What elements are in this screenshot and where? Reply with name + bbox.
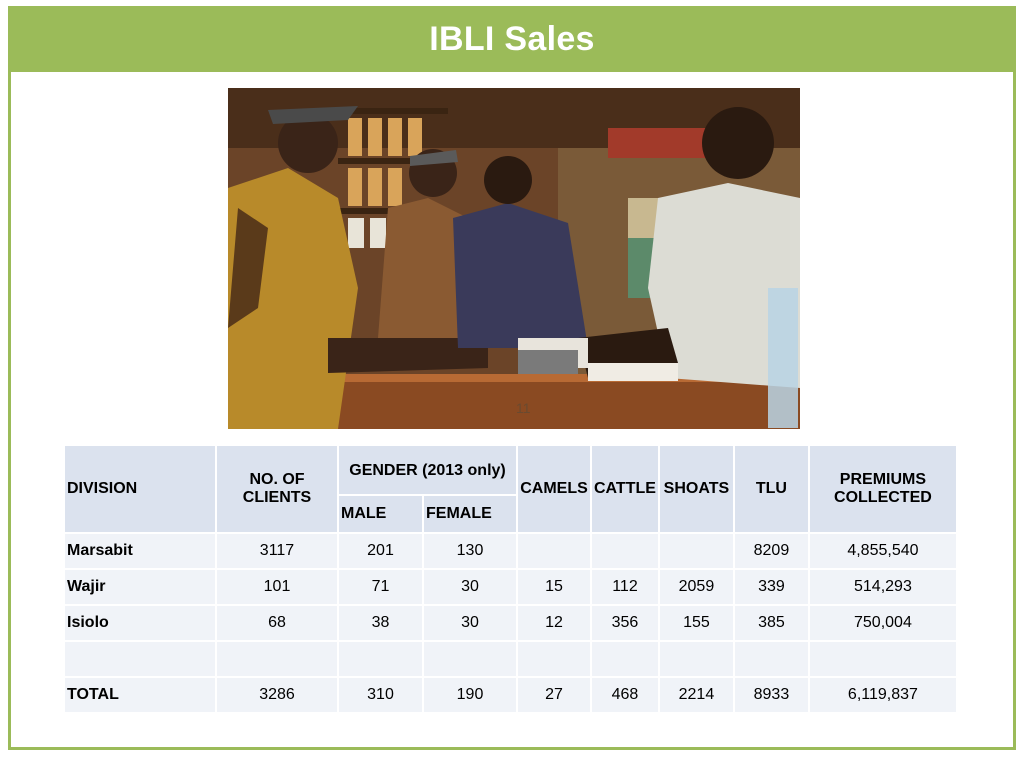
slide-title-text: IBLI Sales [429, 19, 595, 58]
cell-clients: 3117 [217, 534, 337, 568]
total-clients: 3286 [217, 678, 337, 712]
cell-division: Isiolo [65, 606, 215, 640]
cell-camels [518, 642, 590, 676]
cell-premiums: 514,293 [809, 570, 956, 604]
total-cattle: 468 [592, 678, 658, 712]
shop-photo: 11 [228, 88, 800, 429]
cell-shoats [659, 642, 733, 676]
cell-cattle: 356 [592, 606, 658, 640]
cell-female: 30 [424, 606, 516, 640]
cell-tlu: 385 [734, 606, 808, 640]
cell-tlu: 339 [734, 570, 808, 604]
header-female: FEMALE [424, 496, 516, 532]
cell-premiums: 750,004 [809, 606, 956, 640]
header-tlu: TLU [734, 446, 808, 532]
cell-camels: 12 [518, 606, 590, 640]
cell-premiums [809, 642, 956, 676]
header-male: MALE [339, 496, 422, 532]
sales-table: DIVISION NO. OF CLIENTS GENDER (2013 onl… [63, 444, 958, 714]
cell-shoats: 2059 [659, 570, 733, 604]
cell-shoats: 155 [659, 606, 733, 640]
table-row: Isiolo 68 38 30 12 356 155 385 750,004 [65, 606, 956, 640]
header-division: DIVISION [65, 446, 215, 532]
cell-male [339, 642, 422, 676]
table-row-empty [65, 642, 956, 676]
table-row: Wajir 101 71 30 15 112 2059 339 514,293 [65, 570, 956, 604]
cell-tlu [734, 642, 808, 676]
table-row: Marsabit 3117 201 130 8209 4,855,540 [65, 534, 956, 568]
table-row-total: TOTAL 3286 310 190 27 468 2214 8933 6,11… [65, 678, 956, 712]
cell-clients: 101 [217, 570, 337, 604]
cell-male: 38 [339, 606, 422, 640]
header-clients: NO. OF CLIENTS [217, 446, 337, 532]
cell-premiums: 4,855,540 [809, 534, 956, 568]
total-division: TOTAL [65, 678, 215, 712]
cell-female: 30 [424, 570, 516, 604]
total-male: 310 [339, 678, 422, 712]
header-cattle: CATTLE [592, 446, 658, 532]
header-gender: GENDER (2013 only) [339, 446, 516, 494]
cell-shoats [659, 534, 733, 568]
slide-title: IBLI Sales [8, 6, 1016, 72]
cell-division [65, 642, 215, 676]
cell-clients [217, 642, 337, 676]
cell-division: Wajir [65, 570, 215, 604]
cell-cattle: 112 [592, 570, 658, 604]
header-shoats: SHOATS [659, 446, 733, 532]
cell-cattle [592, 534, 658, 568]
cell-male: 71 [339, 570, 422, 604]
cell-female: 130 [424, 534, 516, 568]
cell-camels [518, 534, 590, 568]
photo-caption-number: 11 [516, 400, 531, 416]
cell-division: Marsabit [65, 534, 215, 568]
cell-camels: 15 [518, 570, 590, 604]
total-camels: 27 [518, 678, 590, 712]
cell-female [424, 642, 516, 676]
header-premiums: PREMIUMS COLLECTED [809, 446, 956, 532]
total-female: 190 [424, 678, 516, 712]
total-tlu: 8933 [734, 678, 808, 712]
cell-cattle [592, 642, 658, 676]
total-premiums: 6,119,837 [809, 678, 956, 712]
cell-tlu: 8209 [734, 534, 808, 568]
header-camels: CAMELS [518, 446, 590, 532]
cell-clients: 68 [217, 606, 337, 640]
total-shoats: 2214 [659, 678, 733, 712]
cell-male: 201 [339, 534, 422, 568]
